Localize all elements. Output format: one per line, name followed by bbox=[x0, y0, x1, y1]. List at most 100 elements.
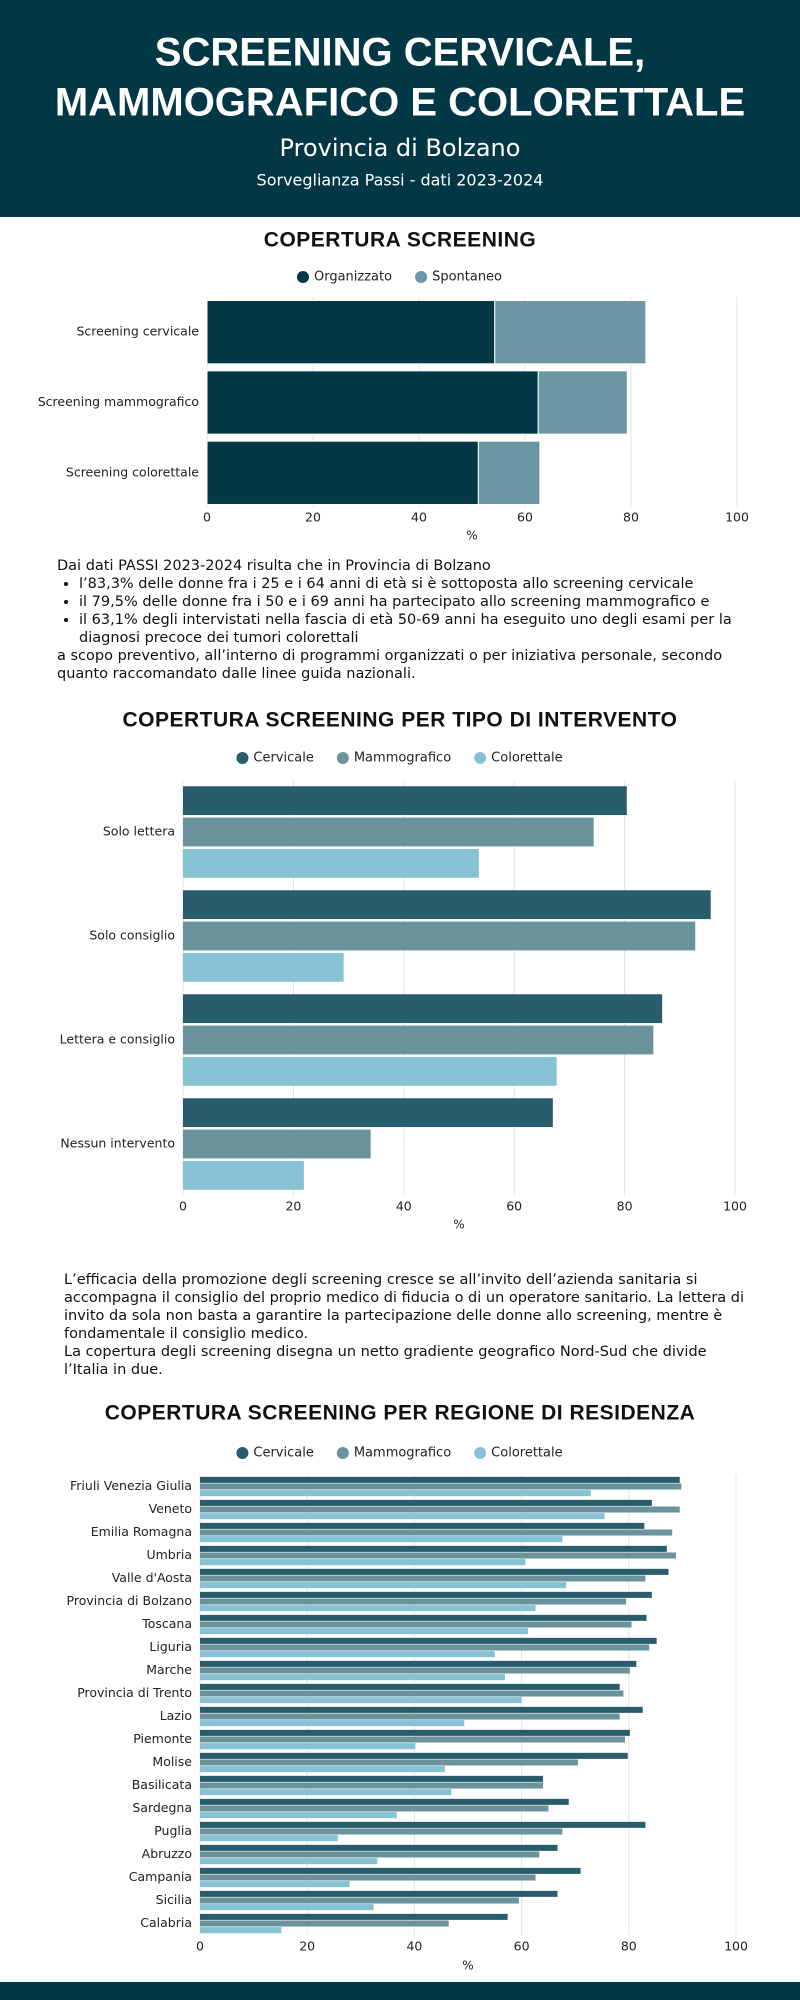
intro-block: Dai dati PASSI 2023-2024 risulta che in … bbox=[57, 557, 747, 683]
bar bbox=[200, 1821, 646, 1828]
bar bbox=[200, 1913, 508, 1920]
bar bbox=[200, 1591, 652, 1598]
legend-label: Cervicale bbox=[253, 751, 313, 766]
findings-block: L’efficacia della promozione degli scree… bbox=[64, 1271, 754, 1379]
bar bbox=[200, 1805, 549, 1812]
bar bbox=[200, 1644, 650, 1651]
bar bbox=[183, 1098, 553, 1128]
bar-segment bbox=[206, 300, 496, 365]
bar bbox=[200, 1697, 522, 1704]
legend-swatch bbox=[236, 752, 249, 764]
paragraph: Dai dati PASSI 2023-2024 risulta che in … bbox=[57, 558, 491, 574]
x-tick-label: 20 bbox=[299, 1939, 315, 1954]
subtitle: Provincia di Bolzano bbox=[280, 134, 521, 162]
category-label: Provincia di Trento bbox=[77, 1685, 192, 1700]
legend-label: Mammografico bbox=[354, 751, 451, 766]
bar bbox=[200, 1835, 338, 1842]
legend-swatch bbox=[296, 271, 309, 283]
legend-swatch bbox=[336, 752, 349, 764]
x-tick-label: 100 bbox=[723, 1199, 747, 1214]
header-band bbox=[0, 0, 800, 217]
x-tick-label: 100 bbox=[724, 1939, 748, 1954]
category-label: Sicilia bbox=[156, 1892, 192, 1907]
bar bbox=[200, 1874, 536, 1881]
bar bbox=[200, 1513, 605, 1520]
x-tick-label: 40 bbox=[406, 1939, 422, 1954]
bar-segment bbox=[494, 300, 647, 365]
bar bbox=[200, 1881, 350, 1888]
x-tick-label: 20 bbox=[285, 1199, 301, 1214]
category-label: Veneto bbox=[149, 1501, 192, 1516]
bar bbox=[200, 1798, 569, 1805]
bar bbox=[200, 1789, 452, 1796]
bar bbox=[200, 1828, 563, 1835]
x-tick-label: 80 bbox=[621, 1939, 637, 1954]
x-axis-label: % bbox=[453, 1218, 464, 1232]
bar bbox=[200, 1660, 637, 1667]
category-label: Molise bbox=[152, 1754, 192, 1769]
footer-band bbox=[0, 1982, 800, 2000]
category-label: Screening mammografico bbox=[38, 394, 199, 409]
bar bbox=[200, 1529, 673, 1536]
bar bbox=[183, 817, 594, 847]
bar bbox=[200, 1782, 544, 1789]
bar bbox=[200, 1844, 558, 1851]
bar bbox=[200, 1720, 465, 1727]
category-label: Lazio bbox=[160, 1708, 192, 1723]
x-tick-label: 20 bbox=[305, 510, 321, 525]
legend-label: Colorettale bbox=[491, 751, 562, 766]
bar bbox=[200, 1476, 680, 1483]
x-tick-label: 40 bbox=[411, 510, 427, 525]
bullet: il 79,5% delle donne fra i 50 e i 69 ann… bbox=[79, 593, 747, 611]
category-label: Screening cervicale bbox=[76, 324, 199, 339]
category-label: Solo consiglio bbox=[89, 928, 175, 943]
bar bbox=[183, 1160, 304, 1190]
chart-title: COPERTURA SCREENING PER REGIONE DI RESID… bbox=[105, 1402, 696, 1425]
bar bbox=[200, 1713, 620, 1720]
legend-label: Cervicale bbox=[253, 1446, 313, 1461]
bar bbox=[200, 1506, 680, 1513]
bar bbox=[200, 1766, 445, 1773]
bar bbox=[183, 1129, 371, 1159]
legend-swatch bbox=[474, 752, 487, 764]
category-label: Piemonte bbox=[133, 1731, 192, 1746]
bar bbox=[183, 786, 627, 816]
x-tick-label: 60 bbox=[514, 1939, 530, 1954]
bar bbox=[200, 1752, 628, 1759]
bar bbox=[200, 1890, 558, 1897]
category-label: Toscana bbox=[141, 1616, 192, 1631]
category-label: Screening colorettale bbox=[66, 464, 199, 479]
category-label: Friuli Venezia Giulia bbox=[70, 1478, 192, 1493]
category-label: Umbria bbox=[146, 1547, 192, 1562]
bar bbox=[200, 1621, 632, 1628]
bar bbox=[183, 994, 663, 1024]
bar bbox=[200, 1927, 282, 1934]
bar bbox=[200, 1858, 378, 1865]
x-tick-label: 0 bbox=[196, 1939, 204, 1954]
legend-swatch bbox=[474, 1447, 487, 1459]
category-label: Liguria bbox=[149, 1639, 192, 1654]
paragraph: La copertura degli screening disegna un … bbox=[64, 1344, 707, 1378]
x-tick-label: 100 bbox=[725, 510, 749, 525]
category-label: Sardegna bbox=[132, 1800, 192, 1815]
chart-title: COPERTURA SCREENING PER TIPO DI INTERVEN… bbox=[122, 709, 677, 732]
x-tick-label: 0 bbox=[179, 1199, 187, 1214]
bar-segment bbox=[477, 440, 541, 505]
x-tick-label: 0 bbox=[203, 510, 211, 525]
bar bbox=[183, 848, 479, 878]
bar bbox=[200, 1759, 578, 1766]
legend-label: Colorettale bbox=[491, 1446, 562, 1461]
bar bbox=[200, 1552, 676, 1559]
bar bbox=[200, 1582, 567, 1589]
bar bbox=[200, 1775, 544, 1782]
category-label: Marche bbox=[146, 1662, 192, 1677]
bar bbox=[200, 1904, 374, 1911]
bar bbox=[200, 1667, 630, 1674]
bar bbox=[200, 1614, 647, 1621]
paragraph: a scopo preventivo, all’interno di progr… bbox=[57, 648, 723, 682]
bar bbox=[200, 1545, 667, 1552]
bullet-list: l’83,3% delle donne fra i 25 e i 64 anni… bbox=[57, 575, 747, 647]
bar bbox=[200, 1683, 620, 1690]
